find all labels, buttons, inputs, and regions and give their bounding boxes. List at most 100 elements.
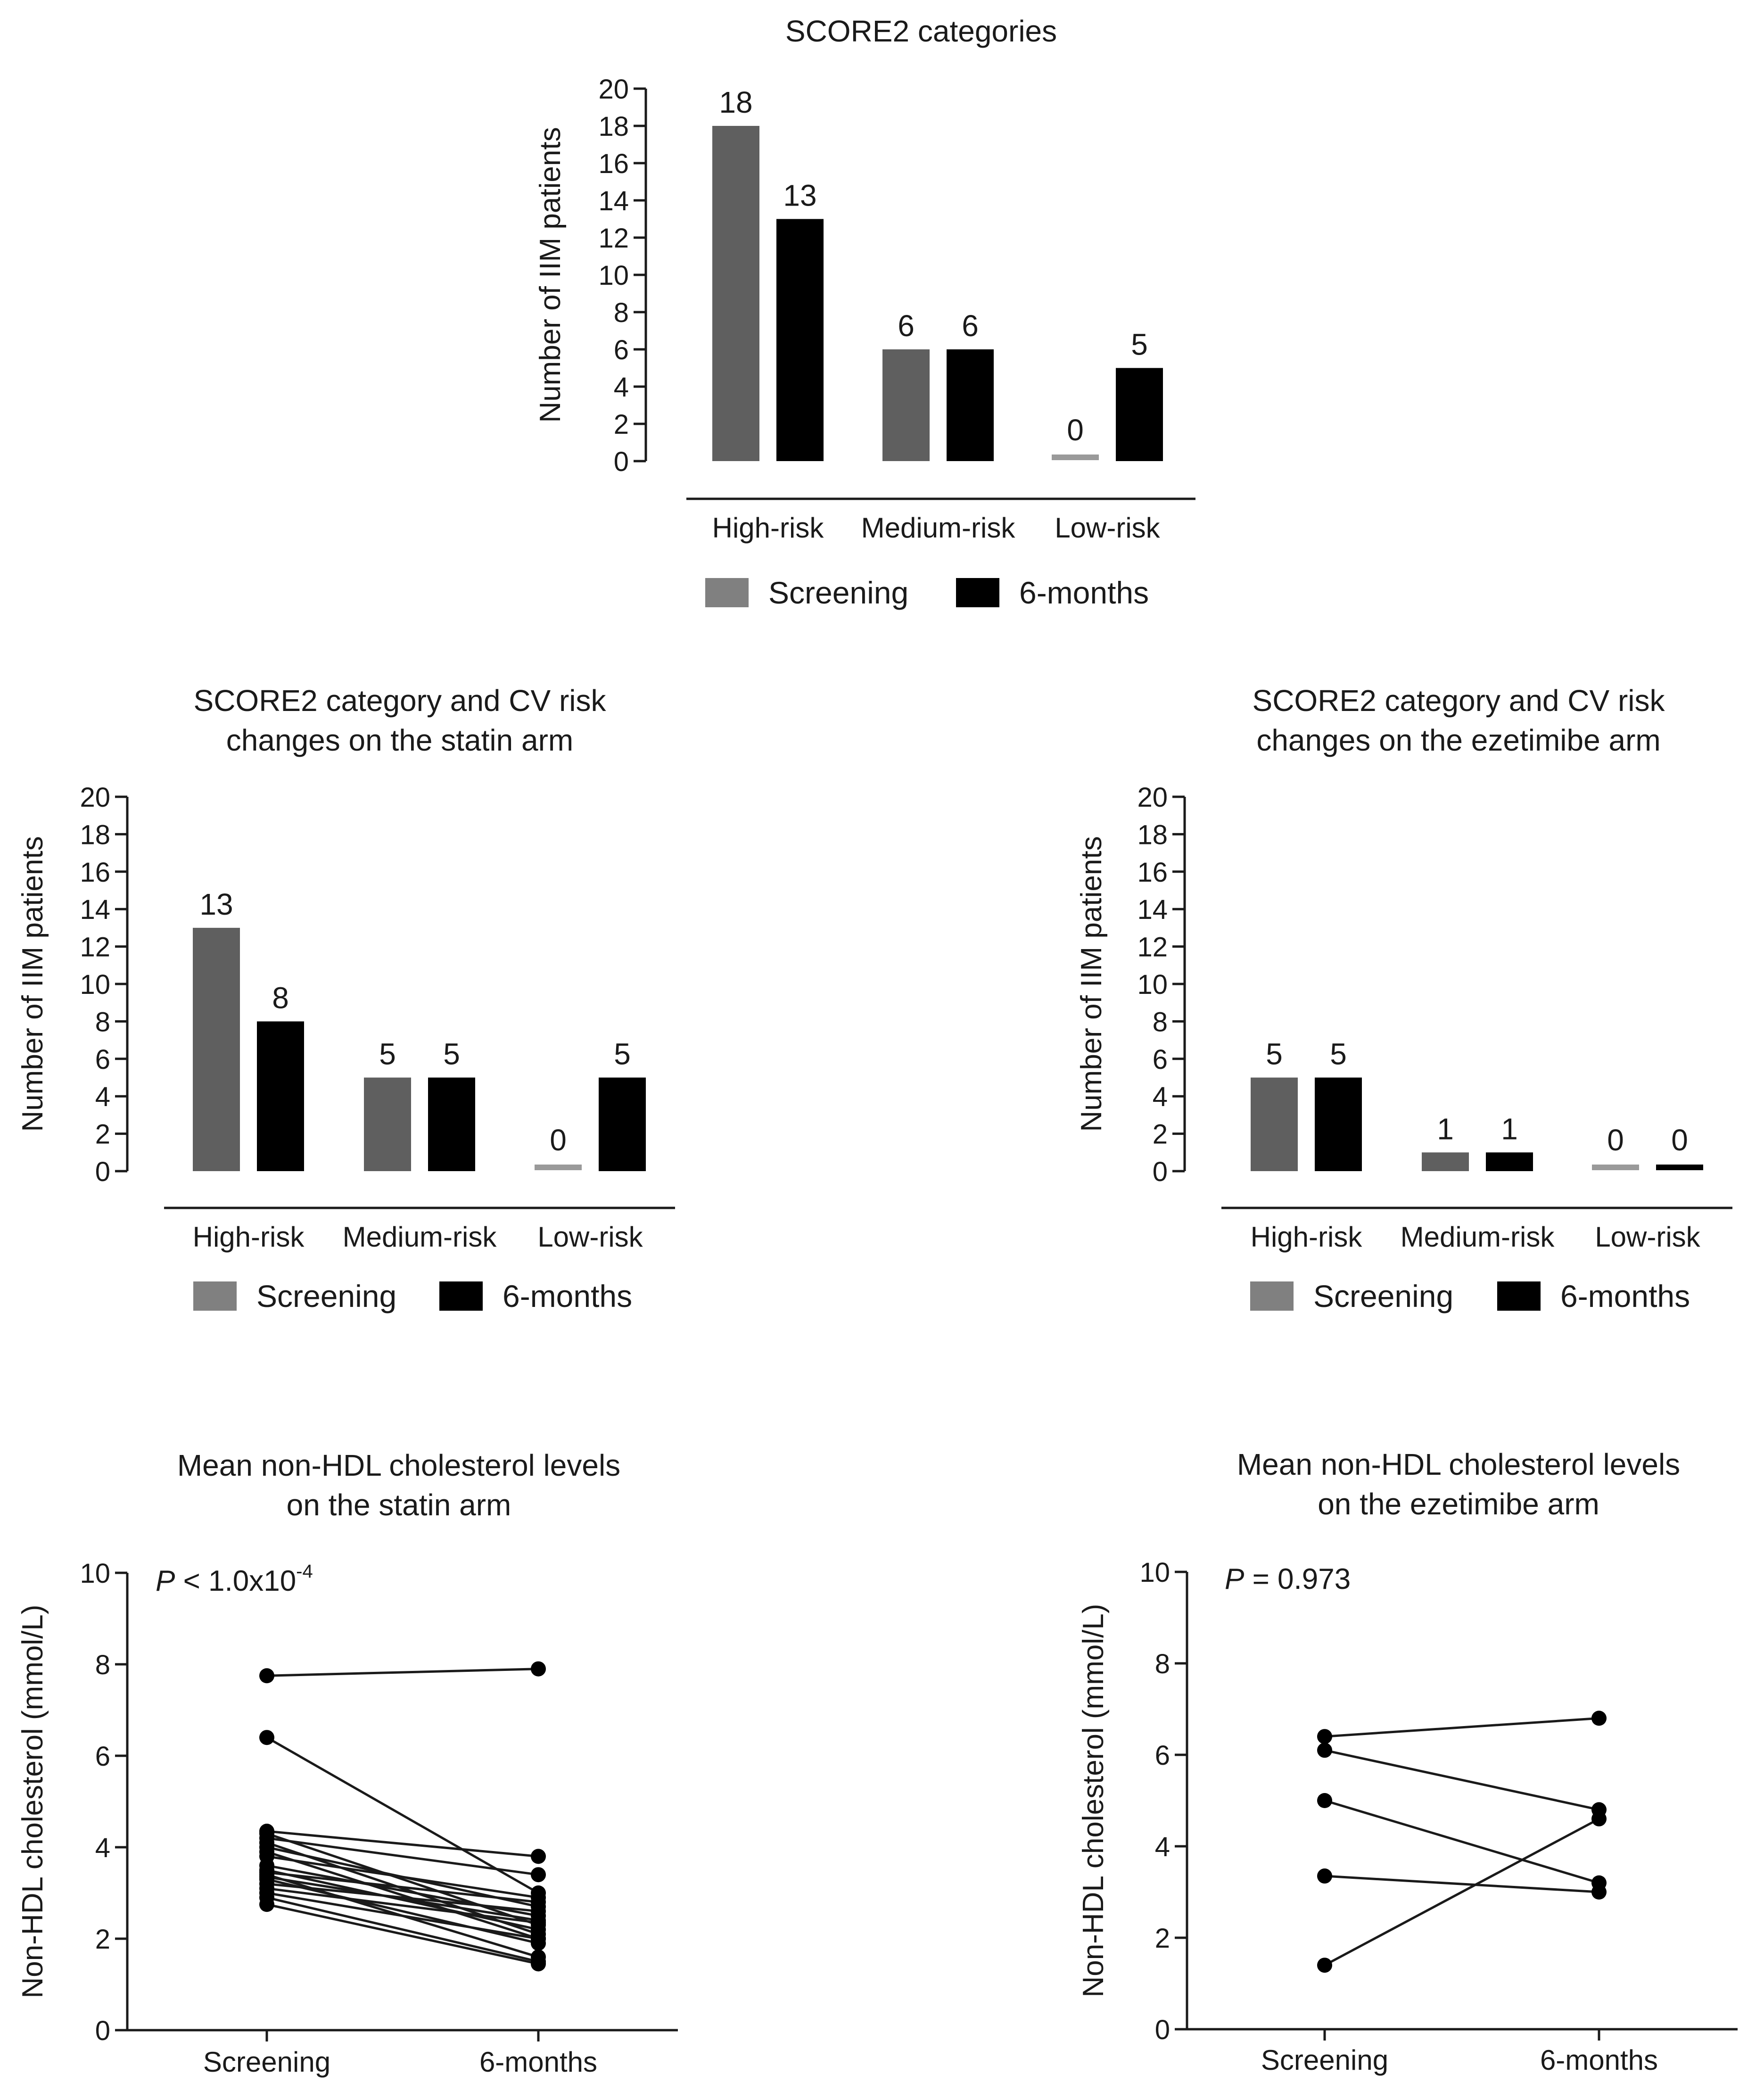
legend-swatch-screening — [1250, 1281, 1294, 1311]
y-tick-label: 18 — [80, 819, 110, 850]
y-tick-label: 10 — [1139, 1557, 1170, 1588]
y-tick-label: 6 — [614, 335, 629, 365]
y-tick-label: 0 — [95, 2016, 110, 2046]
bar-value-label: 8 — [272, 981, 289, 1015]
patient-pair-line — [1324, 1749, 1599, 1811]
legend-label: Screening — [1313, 1279, 1453, 1314]
bar-value-label: 0 — [550, 1123, 567, 1157]
chart-statin-arm-categories: SCORE2 category and CV risk changes on th… — [16, 684, 675, 1314]
legend-swatch-6-months — [1497, 1281, 1541, 1311]
y-tick-label: 20 — [1137, 782, 1168, 813]
legend-label: 6-months — [503, 1279, 632, 1314]
y-tick-label: 0 — [1155, 2015, 1170, 2045]
bar-screening-zero — [1592, 1165, 1639, 1170]
patient-pair-line — [266, 1892, 539, 1940]
y-tick-label: 0 — [614, 446, 629, 477]
chart-title-line: SCORE2 category and CV risk — [194, 684, 607, 718]
legend-swatch-screening — [193, 1281, 237, 1311]
chart-title-line: SCORE2 category and CV risk — [1253, 684, 1665, 718]
bar-screening — [193, 927, 240, 1171]
bar-value-label: 0 — [1671, 1123, 1688, 1157]
y-tick-label: 8 — [1153, 1007, 1168, 1037]
bar-6-months-zero — [1656, 1165, 1703, 1170]
bar-6-months — [428, 1077, 475, 1171]
bar-value-label: 0 — [1067, 413, 1084, 447]
chart-ezetimibe-arm-cholesterol: Mean non-HDL cholesterol levels on the ez… — [1077, 1447, 1738, 2076]
bar-value-label: 1 — [1437, 1112, 1454, 1146]
six-months-point — [531, 1661, 546, 1677]
legend-label: 6-months — [1560, 1279, 1690, 1314]
patient-pair-line — [266, 1903, 539, 1965]
screening-point — [1317, 1868, 1332, 1884]
six-months-point — [531, 1915, 546, 1931]
six-months-point — [531, 1849, 546, 1864]
y-tick-label: 10 — [1137, 969, 1168, 1000]
patient-pair-line — [266, 1832, 539, 1926]
y-tick-label: 10 — [80, 1558, 110, 1589]
y-tick-label: 12 — [1137, 932, 1168, 963]
patient-pair-line — [266, 1871, 539, 1903]
bar-value-label: 6 — [898, 309, 915, 343]
bar-6-months — [1116, 368, 1163, 461]
patient-pair-line — [266, 1736, 539, 1894]
bar-value-label: 13 — [783, 179, 816, 213]
y-tick-label: 8 — [1155, 1649, 1170, 1679]
y-tick-label: 18 — [1137, 819, 1168, 850]
y-tick-label: 14 — [1137, 894, 1168, 925]
six-months-point — [1591, 1811, 1607, 1826]
y-tick-label: 4 — [95, 1082, 110, 1112]
bar-6-months — [257, 1021, 304, 1171]
y-tick-label: 16 — [598, 149, 629, 179]
legend-label: 6-months — [1019, 575, 1149, 610]
six-months-point — [531, 1931, 546, 1946]
legend-swatch-6-months — [439, 1281, 483, 1311]
bar-value-label: 6 — [962, 309, 979, 343]
x-category-label: Medium-risk — [1401, 1221, 1555, 1253]
bar-value-label: 18 — [719, 85, 752, 119]
bar-6-months — [947, 349, 994, 461]
bar-screening — [712, 126, 759, 461]
screening-point — [1317, 1729, 1332, 1744]
x-category-label: Screening — [1261, 2044, 1388, 2076]
y-axis-title: Number of IIM patients — [1075, 836, 1108, 1132]
chart-score2-categories: SCORE2 categories 0 2 4 6 8 10 12 14 16 18 20 Number… — [534, 14, 1195, 610]
legend-label: Screening — [256, 1279, 396, 1314]
y-tick-label: 10 — [80, 969, 110, 1000]
x-category-label: Low-risk — [1055, 512, 1160, 544]
y-axis-title: Number of IIM patients — [16, 836, 49, 1132]
p-value-annotation: P < 1.0x10-4 — [156, 1561, 313, 1597]
y-tick-label: 14 — [598, 186, 629, 216]
y-tick-label: 10 — [598, 260, 629, 291]
screening-point — [259, 1897, 274, 1912]
bar-screening-zero — [1052, 455, 1099, 460]
bar-value-label: 5 — [379, 1037, 396, 1071]
y-tick-label: 2 — [1153, 1119, 1168, 1150]
chart-title-line: on the ezetimibe arm — [1318, 1487, 1599, 1521]
patient-pair-line — [266, 1830, 539, 1858]
patient-pair-line — [1324, 1818, 1600, 1967]
patient-pair-line — [266, 1887, 539, 1924]
patient-pair-line — [1324, 1799, 1599, 1884]
y-axis-title: Number of IIM patients — [534, 127, 567, 422]
bar-6-months — [1486, 1152, 1533, 1171]
patient-pair-line — [1324, 1717, 1599, 1738]
x-category-label: High-risk — [1251, 1221, 1363, 1253]
y-tick-label: 6 — [1155, 1740, 1170, 1771]
p-exponent: -4 — [296, 1561, 313, 1582]
bar-value-label: 5 — [443, 1037, 460, 1071]
y-tick-label: 16 — [1137, 857, 1168, 888]
bar-value-label: 5 — [1330, 1037, 1347, 1071]
y-tick-label: 8 — [614, 297, 629, 328]
bar-screening — [1422, 1152, 1469, 1171]
patient-pair-line — [266, 1883, 539, 1913]
y-tick-label: 2 — [614, 409, 629, 440]
patient-pair-line — [266, 1855, 539, 1899]
y-tick-label: 0 — [95, 1157, 110, 1187]
y-tick-label: 2 — [95, 1119, 110, 1150]
chart-statin-arm-cholesterol: Mean non-HDL cholesterol levels on the st… — [16, 1448, 678, 2078]
y-tick-label: 4 — [1155, 1832, 1170, 1862]
six-months-point — [531, 1903, 546, 1919]
bar-value-label: 5 — [1266, 1037, 1283, 1071]
screening-point — [1317, 1743, 1332, 1758]
